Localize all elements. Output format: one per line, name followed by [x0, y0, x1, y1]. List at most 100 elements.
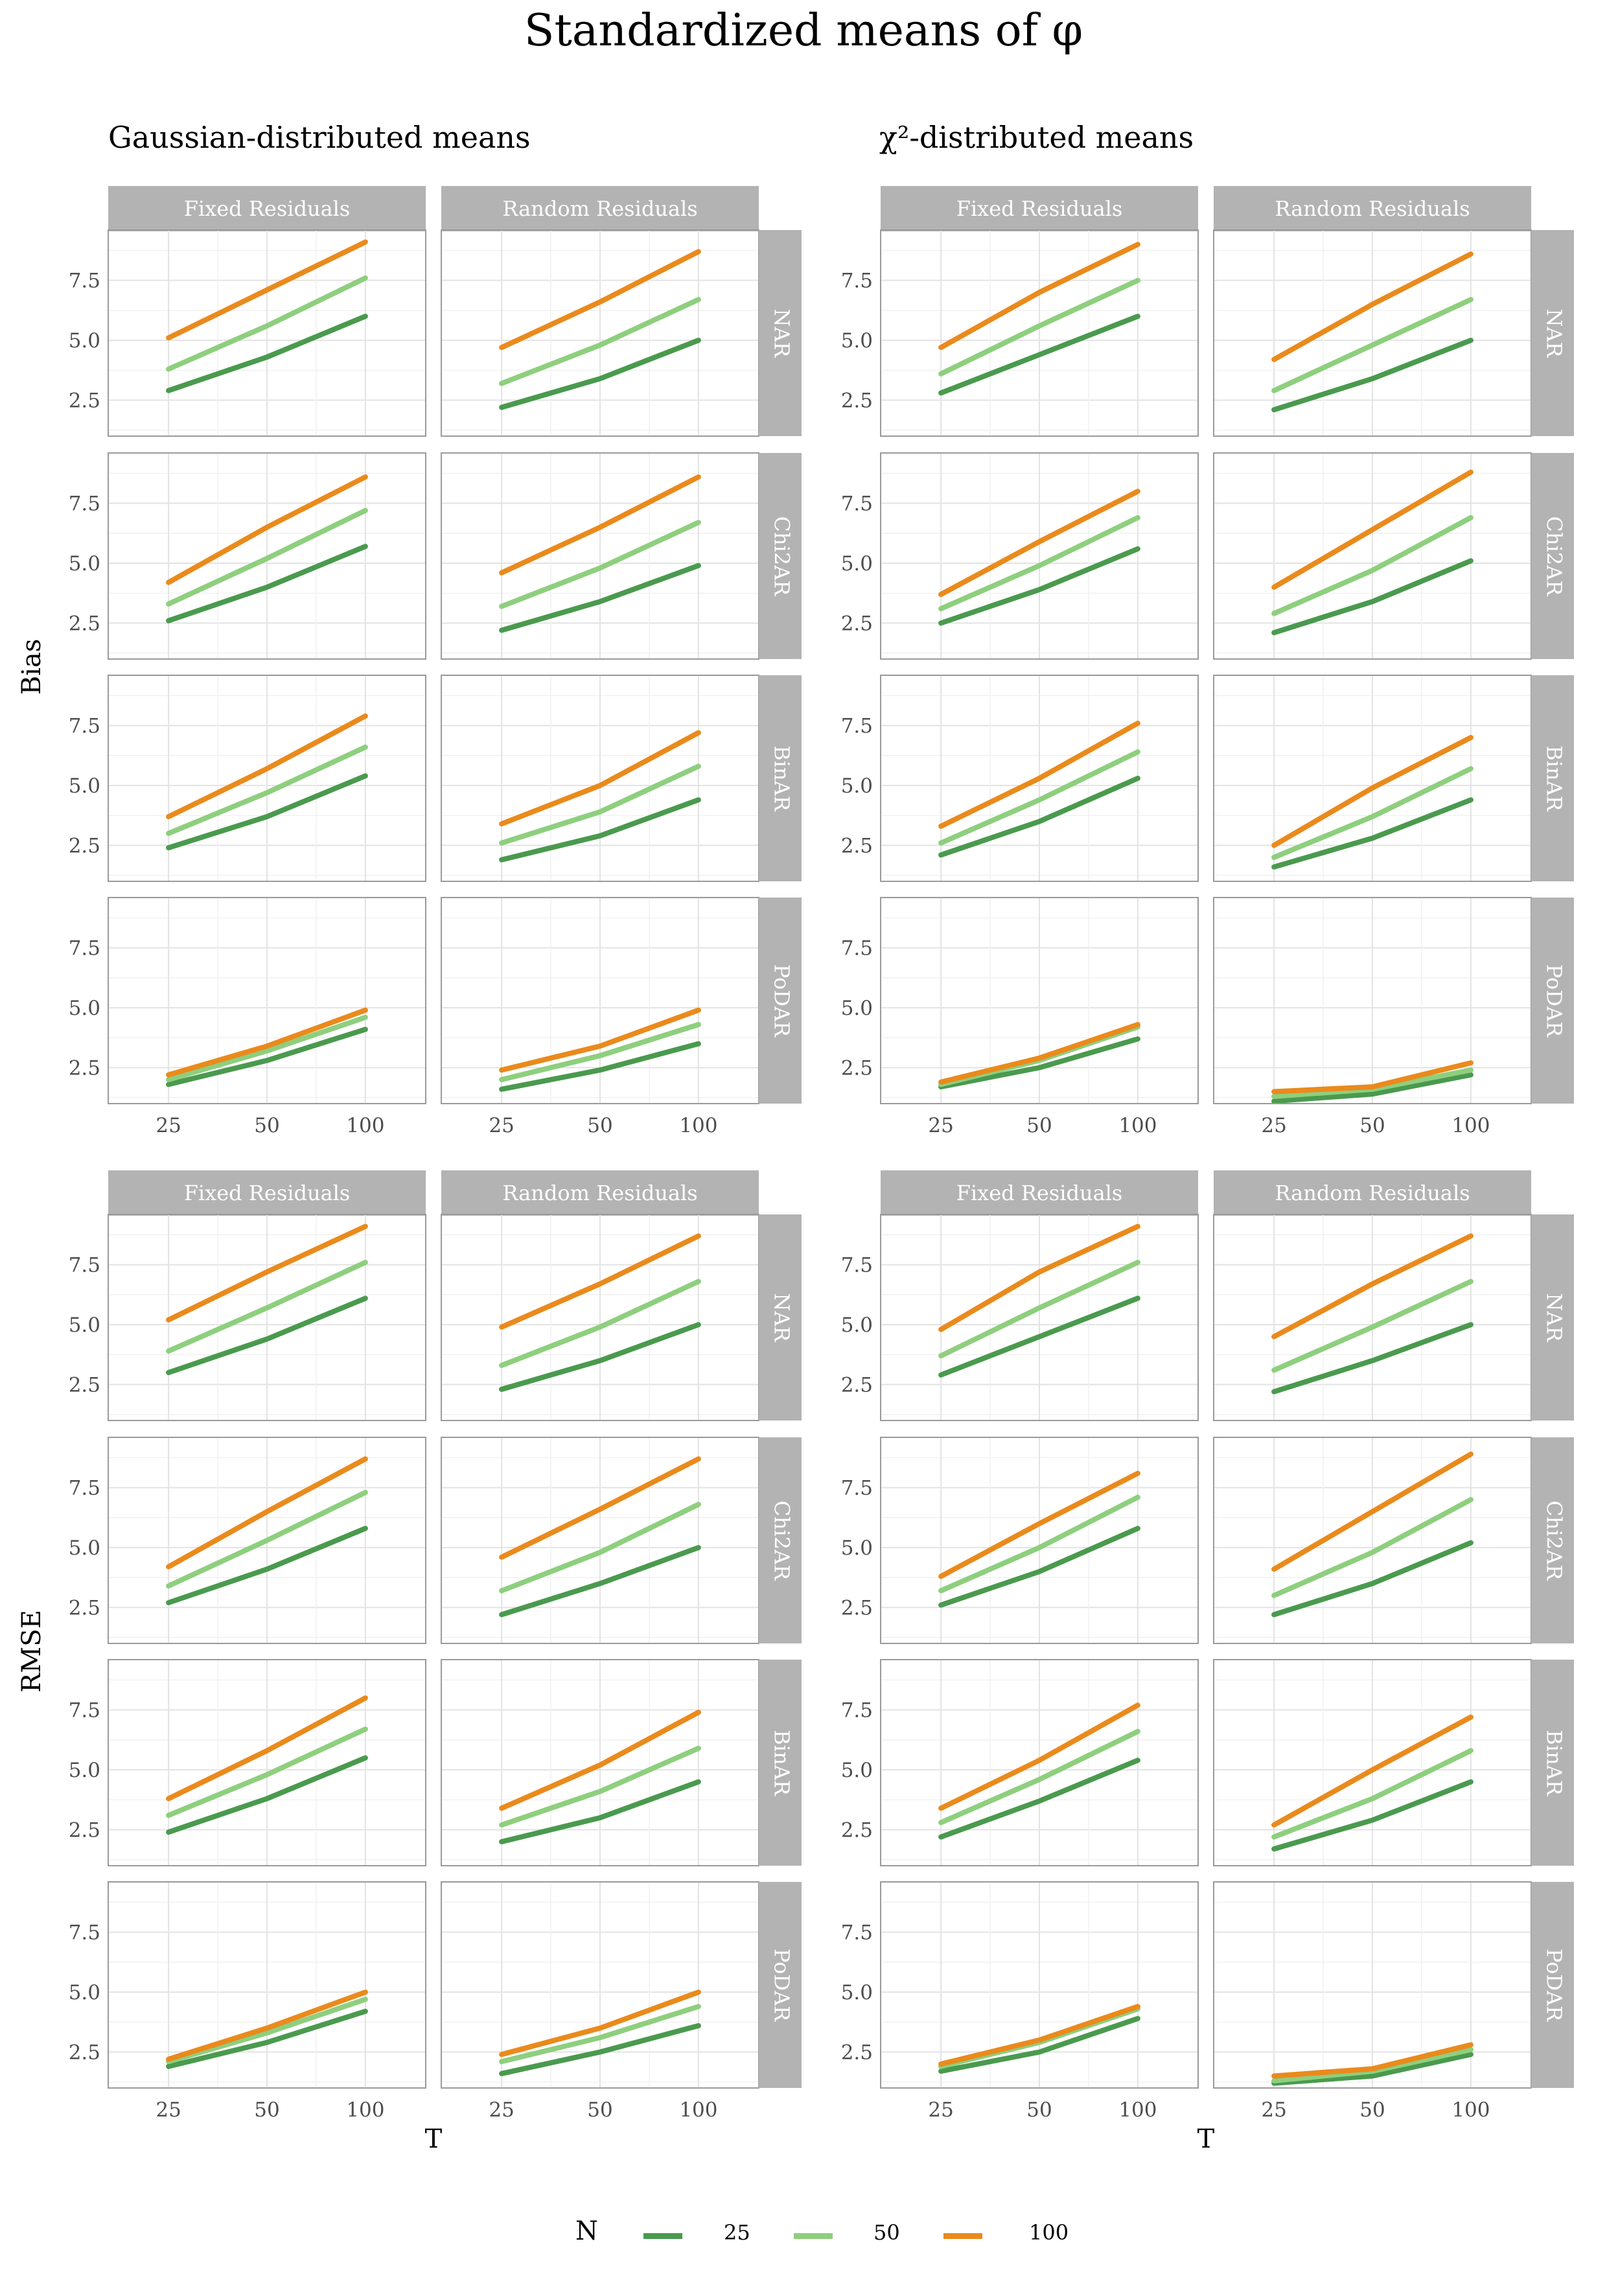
series-line-25 — [166, 1026, 368, 1087]
y-tick-label: 5.0 — [841, 329, 873, 353]
facet-panel — [880, 675, 1199, 882]
y-tick-label: 7.5 — [841, 715, 873, 738]
series-line-25 — [499, 338, 701, 410]
strip-row-label: BinAR — [1542, 745, 1567, 811]
strip-row — [759, 1882, 802, 2088]
series-line-100 — [938, 1702, 1140, 1811]
strip-column-label: Random Residuals — [502, 196, 697, 221]
facet-panel — [441, 1659, 759, 1866]
strip-row — [759, 898, 802, 1104]
series-line-50 — [499, 1022, 701, 1082]
y-tick-label: 2.5 — [841, 1057, 873, 1080]
legend-swatch-50 — [794, 2233, 833, 2239]
strip-row-label: NAR — [770, 308, 794, 358]
series-line-50 — [499, 1502, 701, 1594]
series-line-25 — [1271, 1322, 1474, 1395]
series-line-100 — [1271, 1060, 1474, 1095]
x-axis-label: T — [425, 2124, 443, 2154]
strip-column — [441, 1170, 759, 1216]
x-tick-label: 100 — [1451, 1114, 1490, 1137]
series-line-25 — [499, 1545, 701, 1618]
strip-row — [759, 675, 802, 881]
y-tick-label: 5.0 — [69, 997, 100, 1020]
legend: N 25 50 100 — [0, 2216, 1607, 2255]
x-tick-label: 25 — [489, 1114, 514, 1137]
strip-row — [1531, 1882, 1574, 2088]
strip-column-label: Fixed Residuals — [184, 1181, 351, 1205]
panel-border — [880, 452, 1199, 660]
x-tick-label: 100 — [1118, 2098, 1157, 2122]
series-line-100 — [1271, 1233, 1474, 1339]
series-line-25 — [166, 1295, 368, 1375]
facet-panel — [880, 229, 1199, 437]
x-tick-label: 25 — [156, 2098, 181, 2122]
strip-row-label: NAR — [770, 1293, 794, 1342]
series-line-50 — [1271, 1497, 1474, 1598]
strip-row — [1531, 898, 1574, 1104]
series-line-100 — [499, 1989, 701, 2058]
x-tick-label: 100 — [679, 2098, 717, 2122]
facet-panel — [441, 452, 759, 660]
series-line-25 — [166, 773, 368, 851]
y-tick-label: 5.0 — [69, 552, 100, 575]
series-line-50 — [499, 520, 701, 609]
x-tick-label: 50 — [587, 1114, 612, 1137]
y-tick-label: 7.5 — [841, 1477, 873, 1500]
series-line-100 — [166, 1456, 368, 1570]
y-tick-label: 2.5 — [69, 1374, 100, 1397]
series-line-50 — [1271, 1748, 1474, 1840]
panel-border — [108, 1437, 426, 1644]
y-tick-label: 7.5 — [69, 1254, 100, 1277]
x-tick-label: 100 — [679, 1114, 717, 1137]
strip-row — [759, 1437, 802, 1643]
facet-panel — [108, 1214, 426, 1421]
strip-row — [759, 1660, 802, 1866]
facet-panel — [880, 1881, 1199, 2089]
x-tick-label: 50 — [587, 2098, 612, 2122]
facet-panel — [441, 1437, 759, 1644]
y-tick-label: 2.5 — [841, 1819, 873, 1842]
series-line-25 — [166, 1755, 368, 1835]
y-tick-label: 5.0 — [841, 1314, 873, 1337]
series-line-50 — [1271, 297, 1474, 393]
series-line-25 — [1271, 338, 1474, 413]
series-line-100 — [1271, 735, 1474, 848]
y-tick-label: 2.5 — [69, 1597, 100, 1620]
panel-border — [108, 452, 426, 660]
series-line-100 — [938, 489, 1140, 597]
facet-panel — [108, 1437, 426, 1644]
y-tick-label: 2.5 — [69, 612, 100, 636]
series-line-50 — [166, 744, 368, 836]
panel-border — [880, 1881, 1199, 2089]
x-tick-label: 50 — [254, 1114, 279, 1137]
legend-title: N — [575, 2216, 598, 2246]
y-tick-label: 2.5 — [841, 612, 873, 636]
panel-border — [108, 1214, 426, 1421]
facet-panel — [1213, 1659, 1532, 1866]
strip-row-label: NAR — [1542, 1293, 1567, 1342]
legend-swatch-25 — [643, 2233, 682, 2239]
series-line-25 — [499, 2023, 701, 2076]
y-tick-label: 5.0 — [69, 1981, 100, 2004]
strip-row-label: BinAR — [1542, 1730, 1567, 1796]
facet-panel — [880, 1437, 1199, 1644]
strip-row — [1531, 1437, 1574, 1643]
y-tick-label: 2.5 — [841, 2041, 873, 2065]
series-line-25 — [938, 314, 1140, 396]
series-line-100 — [1271, 1714, 1474, 1828]
x-tick-label: 25 — [928, 2098, 953, 2122]
series-line-25 — [499, 1779, 701, 1844]
series-line-25 — [499, 1041, 701, 1092]
series-line-100 — [938, 242, 1140, 351]
panel-border — [108, 675, 426, 882]
series-line-25 — [166, 1525, 368, 1606]
strip-row-label: PoDAR — [770, 1949, 794, 2022]
series-line-25 — [1271, 558, 1474, 636]
x-tick-label: 25 — [928, 1114, 953, 1137]
x-tick-label: 25 — [156, 1114, 181, 1137]
x-tick-label: 100 — [346, 1114, 384, 1137]
column-title-gaussian: Gaussian-distributed means — [108, 120, 531, 155]
series-line-25 — [938, 1757, 1140, 1840]
series-line-50 — [166, 1726, 368, 1818]
y-tick-label: 5.0 — [69, 329, 100, 353]
